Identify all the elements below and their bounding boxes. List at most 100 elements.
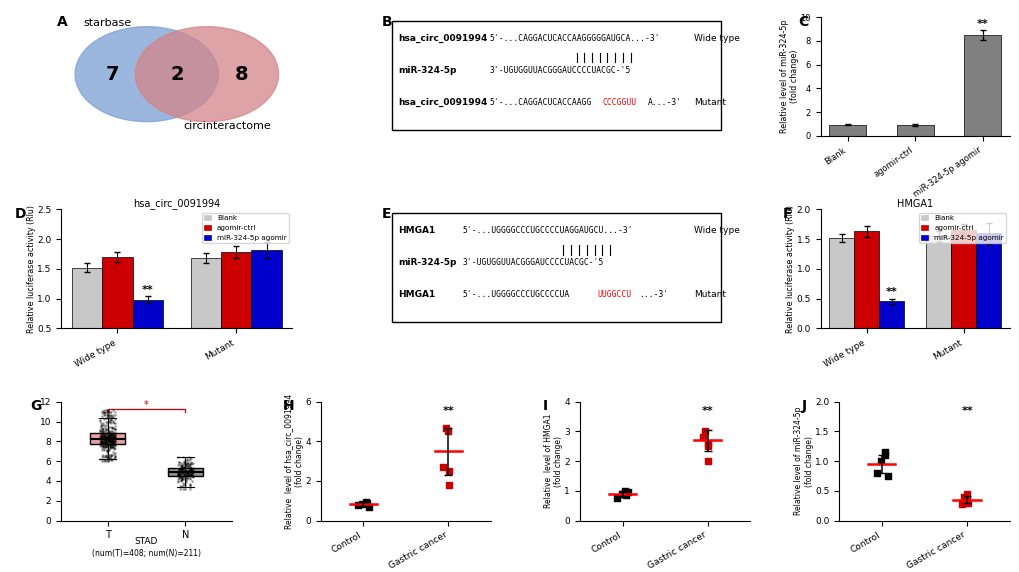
Point xyxy=(176,466,193,475)
Point xyxy=(104,436,120,446)
Point xyxy=(105,423,121,432)
Point xyxy=(94,439,110,448)
Point xyxy=(182,467,199,476)
Point xyxy=(103,451,119,460)
Point xyxy=(172,466,189,475)
Point xyxy=(98,451,114,460)
Point xyxy=(100,427,116,436)
Point xyxy=(99,442,115,451)
Point xyxy=(103,422,119,431)
Point xyxy=(173,465,190,474)
Point xyxy=(98,438,114,447)
Point xyxy=(97,435,113,444)
Point xyxy=(182,468,199,478)
Point xyxy=(103,442,119,451)
Point xyxy=(169,466,185,475)
Point xyxy=(105,439,121,448)
Point xyxy=(99,434,115,443)
Point xyxy=(179,461,196,470)
Point xyxy=(99,447,115,456)
Point xyxy=(172,482,189,491)
Point xyxy=(876,451,893,460)
Point xyxy=(107,444,123,453)
Point xyxy=(99,413,115,422)
Point xyxy=(103,434,119,443)
Point xyxy=(176,472,193,482)
Text: (num(T)=408; num(N)=211): (num(T)=408; num(N)=211) xyxy=(92,549,201,558)
Point xyxy=(180,455,197,464)
Point xyxy=(171,473,187,482)
Point xyxy=(97,420,113,430)
Point xyxy=(96,439,112,448)
Point xyxy=(183,471,200,480)
Point xyxy=(618,491,634,500)
Point xyxy=(183,470,200,479)
Point xyxy=(94,424,110,433)
Point xyxy=(97,453,113,462)
Point xyxy=(104,429,120,438)
Bar xyxy=(221,252,252,358)
Point xyxy=(97,442,113,451)
Point xyxy=(170,458,186,467)
Point xyxy=(174,472,191,482)
Point xyxy=(183,464,200,473)
Point xyxy=(180,463,197,472)
Point xyxy=(179,467,196,476)
Point xyxy=(179,460,196,469)
Point xyxy=(100,433,116,442)
Point xyxy=(97,410,113,419)
Point xyxy=(101,443,117,452)
Point xyxy=(96,435,112,444)
Point xyxy=(181,471,198,480)
Point xyxy=(105,438,121,447)
Point xyxy=(96,456,112,465)
Point xyxy=(98,452,114,461)
Point xyxy=(96,438,112,447)
Text: D: D xyxy=(15,207,26,221)
Point xyxy=(184,471,201,480)
Point xyxy=(101,435,117,444)
Y-axis label: Relative level of miR-324-5p
(fold change): Relative level of miR-324-5p (fold chang… xyxy=(779,19,798,133)
Point xyxy=(171,469,187,478)
Point xyxy=(181,460,198,469)
Text: 5'-...CAGGACUCACCAAGGGGGAUGCA...-3': 5'-...CAGGACUCACCAAGGGGGAUGCA...-3' xyxy=(489,34,659,43)
Point xyxy=(171,466,187,475)
Point xyxy=(170,465,186,474)
Point xyxy=(182,474,199,483)
Point xyxy=(180,468,197,478)
Point xyxy=(171,471,187,480)
Point xyxy=(102,452,118,462)
Point xyxy=(102,416,118,425)
Point xyxy=(93,440,109,450)
Point xyxy=(103,433,119,442)
Point xyxy=(183,469,200,478)
Point xyxy=(183,471,200,480)
Point xyxy=(106,434,122,443)
Text: J: J xyxy=(801,399,806,414)
Point xyxy=(94,411,110,420)
Point xyxy=(106,439,122,448)
Point xyxy=(96,443,112,452)
Point xyxy=(175,470,192,479)
Point xyxy=(100,446,116,455)
Point xyxy=(104,443,120,452)
Point xyxy=(181,482,198,491)
Point xyxy=(178,462,195,471)
Point xyxy=(105,449,121,458)
Point xyxy=(95,440,111,450)
Point xyxy=(93,439,109,448)
Point xyxy=(104,432,120,441)
Point xyxy=(106,429,122,438)
Point xyxy=(105,432,121,441)
Point xyxy=(98,431,114,440)
Point xyxy=(105,438,121,447)
Point xyxy=(177,465,194,474)
Point xyxy=(100,433,116,442)
Point xyxy=(99,439,115,448)
Point xyxy=(100,436,116,445)
Point xyxy=(95,442,111,451)
Point xyxy=(93,435,109,444)
Point xyxy=(106,434,122,443)
Point xyxy=(98,408,114,417)
Point xyxy=(174,464,191,474)
